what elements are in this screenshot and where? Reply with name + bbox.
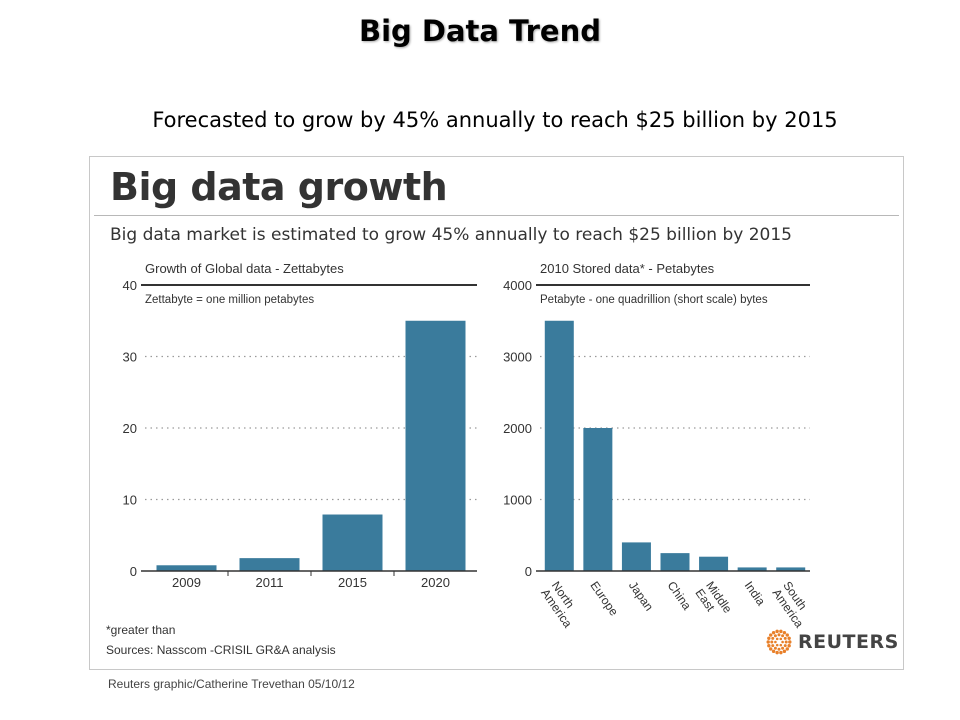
chart2-title: 2010 Stored data* - Petabytes (540, 261, 715, 276)
reuters-dot (783, 636, 787, 640)
reuters-dot (766, 640, 770, 644)
chart2-bar (776, 567, 806, 571)
reuters-dot (777, 647, 781, 651)
reuters-dot (769, 647, 773, 651)
chart2-x-tick-label: Europe (587, 579, 621, 619)
chart2-bar (621, 542, 651, 571)
reuters-dot (773, 634, 777, 638)
reuters-dot (779, 650, 783, 655)
chart2-x-tick-label-line: India (742, 579, 769, 609)
reuters-logo-text: REUTERS (798, 631, 899, 653)
chart2-y-tick-label: 4000 (503, 278, 532, 293)
reuters-dot (775, 629, 779, 634)
reuters-dots-icon (766, 629, 792, 655)
reuters-dot (781, 634, 785, 638)
chart2-subtitle: Petabyte - one quadrillion (short scale)… (540, 294, 768, 306)
chart1-title: Growth of Global data - Zettabytes (145, 261, 344, 276)
chart2-bar (699, 556, 729, 571)
chart1-bar (322, 514, 383, 571)
charts-canvas: Growth of Global data - Zettabytes Zettab… (123, 261, 818, 631)
reuters-dot (782, 649, 787, 654)
chart2-y-tick-label: 2000 (503, 421, 532, 436)
chart2-bar (583, 428, 613, 571)
reuters-dot (779, 637, 783, 641)
chart1-y-tick-label: 30 (123, 350, 137, 365)
slide-title: Big Data Trend (358, 14, 602, 48)
reuters-dot (773, 646, 777, 650)
sources-note: Sources: Nasscom -CRISIL GR&A analysis (106, 643, 336, 657)
chart2-x-tick-label: Japan (626, 579, 656, 614)
graphic-title: Big data growth (110, 165, 448, 209)
chart-panel: Big data growth Big data market is estim… (89, 156, 904, 670)
reuters-dot (787, 636, 791, 641)
slide-subtitle: Forecasted to grow by 45% annually to re… (152, 108, 838, 132)
graphic-subtitle: Big data market is estimated to grow 45%… (110, 225, 792, 245)
chart2-y-tick-label: 0 (525, 564, 532, 579)
reuters-dot (767, 643, 771, 648)
reuters-dot (784, 640, 788, 644)
reuters-dot (775, 650, 779, 655)
chart1-y-tick-label: 10 (123, 493, 137, 508)
chart2-x-tick-label: SouthAmerica (770, 579, 818, 631)
chart2-x-tick-label: China (665, 579, 695, 613)
chart1-bar (239, 558, 300, 571)
reuters-dot (788, 640, 792, 644)
reuters-dot (770, 640, 774, 644)
chart1-bar (156, 565, 217, 571)
reuters-dot (785, 647, 789, 651)
chart1-y-tick-label: 0 (130, 564, 137, 579)
reuters-dot (785, 633, 789, 637)
reuters-dot (771, 630, 776, 635)
chart2-bar (660, 553, 690, 571)
reuters-dot (781, 646, 785, 650)
chart2-y-tick-label: 1000 (503, 493, 532, 508)
chart2-x-tick-label-line: Japan (626, 579, 656, 614)
reuters-dot (769, 633, 773, 637)
reuters-dot (779, 643, 783, 647)
reuters-dot (787, 643, 791, 648)
reuters-dot (775, 637, 779, 641)
chart2-x-tick-label: MiddleEast (692, 579, 735, 624)
reuters-dot (771, 636, 775, 640)
chart2-x-tick-label-line: China (665, 579, 695, 613)
reuters-dot (771, 644, 775, 648)
reuters-dot (771, 649, 776, 654)
reuters-dot (782, 630, 787, 635)
reuters-dot (767, 636, 771, 641)
graphic-credit: Reuters graphic/Catherine Trevethan 05/1… (108, 677, 355, 691)
reuters-dot (774, 640, 777, 644)
reuters-dot (777, 633, 781, 637)
reuters-logo: REUTERS (766, 629, 899, 655)
chart1-y-tick-label: 20 (123, 421, 137, 436)
chart1-x-tick-label: 2011 (256, 575, 284, 590)
reuters-dot (779, 629, 783, 634)
chart2-x-tick-label: India (742, 579, 769, 609)
chart1-x-tick-label: 2015 (338, 575, 367, 590)
chart1-x-tick-label: 2009 (172, 575, 201, 590)
chart1-subtitle: Zettabyte = one million petabytes (145, 294, 314, 306)
reuters-dot (775, 643, 779, 647)
footnote: *greater than (106, 623, 176, 637)
chart2-y-tick-label: 3000 (503, 350, 532, 365)
chart2-bar (544, 320, 574, 571)
reuters-dot (781, 640, 784, 644)
chart2-x-tick-label-line: Europe (587, 579, 621, 619)
title-divider (94, 215, 899, 216)
chart2-x-tick-label: NorthAmerica (538, 579, 586, 631)
chart1-bar (405, 320, 466, 571)
chart2-bar (737, 567, 767, 571)
chart1-y-tick-label: 40 (123, 278, 137, 293)
chart1-x-tick-label: 2020 (421, 575, 450, 590)
reuters-dot (783, 644, 787, 648)
